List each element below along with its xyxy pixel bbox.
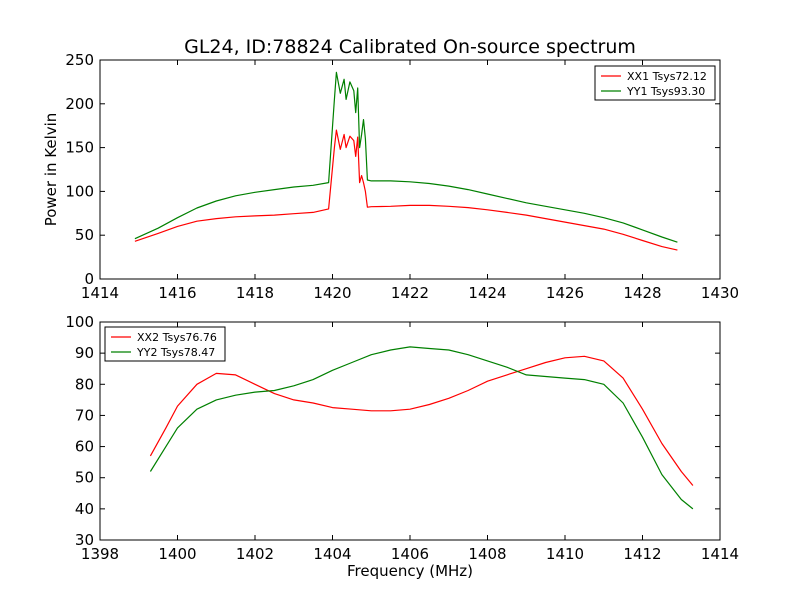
bottom-x-tick-label: 1398 [81, 545, 119, 563]
top-x-tick-label: 1430 [701, 284, 739, 302]
top-y-tick-label: 150 [65, 139, 94, 157]
bottom-series-line-1 [149, 355, 694, 486]
bottom-x-tick-label: 1410 [546, 545, 584, 563]
bottom-y-tick-label: 40 [75, 500, 94, 518]
bottom-y-tick-label: 70 [75, 406, 94, 424]
top-panel: 1414 1416 1418 1420 1422 1424 1426 1428 1430 0 50 1… [42, 51, 739, 302]
bottom-x-tick-label: 1408 [468, 545, 506, 563]
bottom-y-tick-label: 60 [75, 438, 94, 456]
top-y-axis-label: Power in Kelvin [42, 113, 60, 227]
bottom-y-tick-label: 30 [75, 531, 94, 549]
bottom-x-axis-label: Frequency (MHz) [347, 562, 473, 580]
top-x-tick-label: 1424 [468, 284, 506, 302]
top-y-tick-label: 0 [84, 270, 94, 288]
bottom-x-tick-label: 1400 [158, 545, 196, 563]
bottom-x-tick-label: 1414 [701, 545, 739, 563]
bottom-legend-box [104, 326, 226, 362]
top-y-tick-label: 200 [65, 95, 94, 113]
top-legend-label-2: YY1 Tsys93.30 [626, 85, 705, 98]
top-y-tick-label: 100 [65, 182, 94, 200]
bottom-y-tick-label: 80 [75, 375, 94, 393]
bottom-series-line-2 [149, 346, 694, 510]
top-x-tick-label: 1414 [81, 284, 119, 302]
top-legend-label-1: XX1 Tsys72.12 [627, 70, 707, 83]
top-x-tick-label: 1420 [313, 284, 351, 302]
bottom-y-tick-label: 100 [65, 313, 94, 331]
bottom-legend-label-2: YY2 Tsys78.47 [136, 346, 215, 359]
top-x-tick-label: 1416 [158, 284, 196, 302]
bottom-y-tick-label: 90 [75, 344, 94, 362]
bottom-legend-label-1: XX2 Tsys76.76 [137, 331, 217, 344]
top-legend-box [594, 65, 716, 101]
top-x-tick-label: 1426 [546, 284, 584, 302]
top-series-line-2 [134, 71, 678, 243]
bottom-x-tick-label: 1402 [236, 545, 274, 563]
bottom-y-tick-label: 50 [75, 469, 94, 487]
top-x-tick-label: 1428 [623, 284, 661, 302]
bottom-x-tick-label: 1412 [623, 545, 661, 563]
bottom-panel: 1398 1400 1402 1404 1406 1408 1410 1412 1414 30 40… [65, 313, 739, 580]
top-x-tick-label: 1422 [391, 284, 429, 302]
top-y-tick-label: 250 [65, 51, 94, 69]
bottom-x-tick-label: 1404 [313, 545, 351, 563]
top-x-tick-label: 1418 [236, 284, 274, 302]
top-series-line-1 [134, 129, 678, 251]
top-y-tick-label: 50 [75, 226, 94, 244]
chart-title: GL24, ID:78824 Calibrated On-source spec… [184, 36, 636, 58]
bottom-x-tick-label: 1406 [391, 545, 429, 563]
